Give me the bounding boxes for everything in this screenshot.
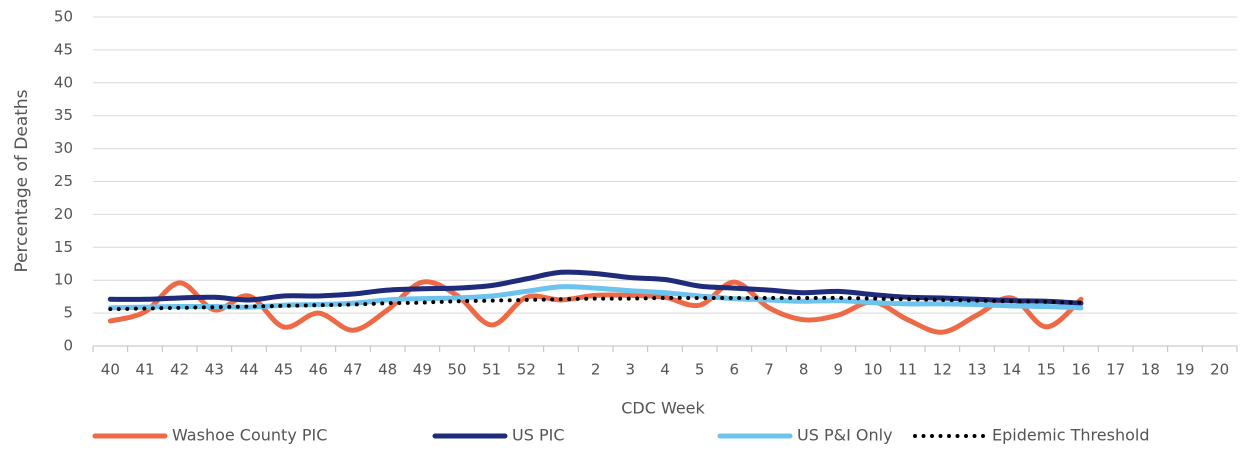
x-tick-label: 6 [730,361,740,379]
x-tick-label: 48 [378,361,397,379]
x-tick-label: 16 [1071,361,1090,379]
y-tick-label: 30 [54,139,73,157]
x-tick-label: 11 [898,361,917,379]
x-tick-label: 2 [591,361,601,379]
x-tick-label: 43 [205,361,224,379]
x-tick-label: 50 [447,361,466,379]
x-tick-label: 19 [1175,361,1194,379]
y-tick-label: 5 [63,304,73,322]
legend-label: US P&I Only [797,426,893,445]
x-tick-label: 3 [626,361,636,379]
x-tick-label: 47 [343,361,362,379]
x-tick-label: 13 [967,361,986,379]
x-tick-label: 52 [517,361,536,379]
y-tick-label: 35 [54,106,73,124]
x-tick-label: 4 [660,361,670,379]
y-tick-label: 45 [54,40,73,58]
x-tick-label: 1 [556,361,566,379]
x-tick-label: 7 [764,361,774,379]
x-tick-label: 12 [933,361,952,379]
x-tick-label: 10 [863,361,882,379]
x-tick-label: 45 [274,361,293,379]
x-tick-label: 49 [413,361,432,379]
x-tick-label: 41 [135,361,154,379]
x-tick-label: 15 [1037,361,1056,379]
x-axis-title: CDC Week [621,399,705,418]
legend-label: US PIC [512,426,565,445]
x-tick-label: 44 [239,361,258,379]
x-tick-label: 51 [482,361,501,379]
x-tick-label: 18 [1141,361,1160,379]
x-tick-label: 9 [834,361,844,379]
y-tick-label: 10 [54,271,73,289]
legend-label: Washoe County PIC [172,426,327,445]
x-tick-label: 17 [1106,361,1125,379]
legend-label: Epidemic Threshold [992,426,1149,445]
y-axis-title: Percentage of Deaths [12,89,32,272]
y-tick-label: 25 [54,172,73,190]
y-tick-label: 40 [54,73,73,91]
y-tick-label: 0 [63,337,73,355]
y-tick-label: 15 [54,238,73,256]
x-tick-label: 20 [1210,361,1229,379]
x-tick-label: 14 [1002,361,1021,379]
x-tick-label: 42 [170,361,189,379]
x-tick-label: 40 [101,361,120,379]
x-tick-label: 5 [695,361,705,379]
series-line [107,279,1084,335]
series-line [108,295,1083,312]
y-tick-label: 50 [54,8,73,26]
x-tick-label: 8 [799,361,809,379]
x-tick-label: 46 [309,361,328,379]
y-tick-label: 20 [54,205,73,223]
